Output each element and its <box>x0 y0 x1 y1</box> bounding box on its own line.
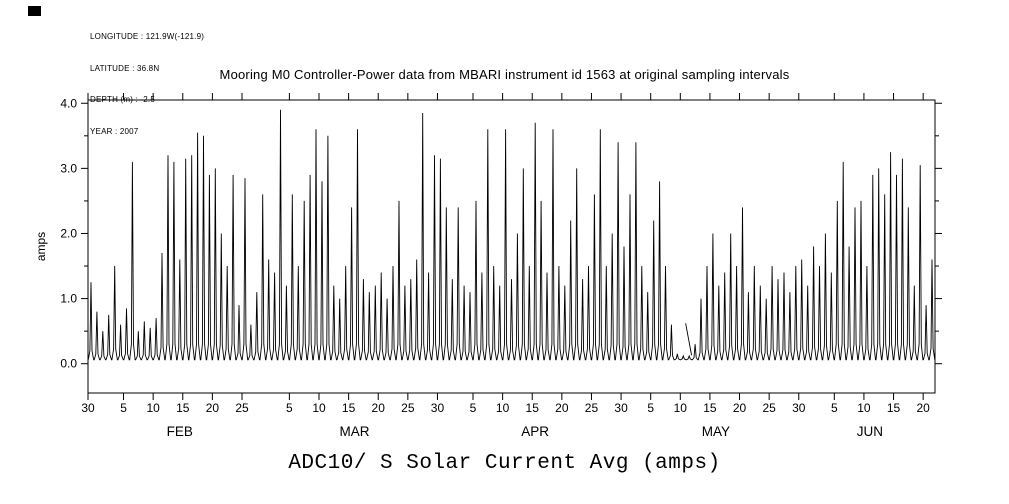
x-month-label: MAY <box>702 424 730 439</box>
pointer-annotation <box>685 323 693 356</box>
y-tick-label: 1.0 <box>60 292 77 306</box>
y-tick-label: 3.0 <box>60 161 77 175</box>
x-tick-label: 20 <box>733 401 747 415</box>
x-tick-label: 5 <box>120 401 127 415</box>
x-tick-label: 20 <box>916 401 930 415</box>
x-tick-label: 15 <box>526 401 540 415</box>
x-tick-label: 10 <box>496 401 510 415</box>
x-tick-label: 15 <box>887 401 901 415</box>
x-tick-label: 10 <box>674 401 688 415</box>
x-tick-label: 25 <box>762 401 776 415</box>
x-tick-label: 5 <box>470 401 477 415</box>
chart-title: Mooring M0 Controller-Power data from MB… <box>219 67 790 82</box>
y-tick-label: 0.0 <box>60 357 77 371</box>
x-tick-label: 30 <box>431 401 445 415</box>
x-tick-label: 30 <box>614 401 628 415</box>
x-tick-label: 20 <box>555 401 569 415</box>
x-tick-label: 30 <box>81 401 95 415</box>
x-tick-label: 25 <box>585 401 599 415</box>
x-tick-label: 15 <box>342 401 356 415</box>
series-line <box>87 109 936 361</box>
x-month-label: JUN <box>857 424 883 439</box>
x-tick-label: 10 <box>312 401 326 415</box>
corner-mark <box>28 6 41 16</box>
x-month-label: FEB <box>167 424 193 439</box>
meta-year: YEAR : 2007 <box>90 126 139 136</box>
x-tick-label: 15 <box>176 401 190 415</box>
y-axis-title: amps <box>34 232 48 261</box>
plot-border <box>87 99 936 394</box>
x-tick-label: 30 <box>792 401 806 415</box>
x-tick-label: 5 <box>831 401 838 415</box>
x-tick-label: 20 <box>206 401 220 415</box>
x-tick-label: 20 <box>372 401 386 415</box>
x-tick-label: 15 <box>703 401 717 415</box>
y-tick-label: 2.0 <box>60 226 77 240</box>
y-tick-label: 4.0 <box>60 96 77 110</box>
x-tick-label: 5 <box>286 401 293 415</box>
x-tick-label: 25 <box>401 401 415 415</box>
meta-longitude: LONGITUDE : 121.9W(-121.9) <box>90 32 205 41</box>
chart-caption: ADC10/ S Solar Current Avg (amps) <box>288 452 721 475</box>
x-tick-label: 5 <box>647 401 654 415</box>
x-tick-label: 10 <box>146 401 160 415</box>
x-tick-label: 10 <box>857 401 871 415</box>
x-tick-label: 25 <box>235 401 249 415</box>
x-month-label: APR <box>521 424 549 439</box>
meta-latitude: LATITUDE : 36.8N <box>90 63 160 73</box>
x-month-label: MAR <box>340 424 370 439</box>
